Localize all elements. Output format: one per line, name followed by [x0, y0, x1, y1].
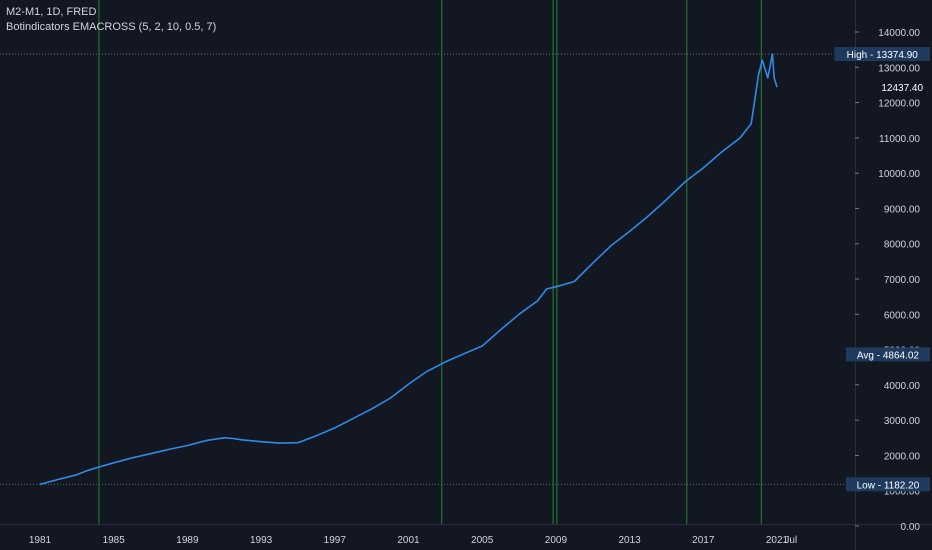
x-tick-label: 1993: [250, 535, 273, 546]
y-tick-label: 0.00: [901, 522, 921, 533]
y-tick-label: 4000.00: [884, 381, 921, 392]
x-tick-label: 2001: [397, 535, 420, 546]
y-tick-label: 3000.00: [884, 416, 921, 427]
x-tick-label: 1981: [29, 535, 52, 546]
y-tick-label: 11000.00: [879, 134, 920, 145]
low-price-label-text: Low - 1182.20: [857, 480, 920, 491]
y-tick-label: 12000.00: [878, 99, 920, 110]
x-tick-label: 2005: [471, 535, 494, 546]
x-tick-label: 1985: [103, 535, 126, 546]
y-tick-label: 9000.00: [884, 204, 921, 215]
avg-price-label: Avg - 4864.02: [846, 347, 930, 361]
y-tick-label: 2000.00: [884, 451, 921, 462]
x-tick-label: Jul: [784, 535, 797, 546]
y-tick-label: 13000.00: [878, 63, 920, 74]
legend: M2-M1, 1D, FRED Botindicators EMACROSS (…: [6, 5, 216, 35]
x-tick-label: 2017: [692, 535, 715, 546]
y-tick-label: 8000.00: [884, 240, 921, 251]
y-tick-label: 7000.00: [884, 275, 921, 286]
high-price-label-text: High - 13374.90: [847, 50, 919, 61]
avg-price-label-text: Avg - 4864.02: [857, 350, 920, 361]
y-tick-label: 14000.00: [878, 28, 920, 39]
high-price-label: High - 13374.90: [835, 47, 931, 61]
x-tick-label: 2009: [545, 535, 568, 546]
y-tick-label: 10000.00: [878, 169, 920, 180]
low-price-label: Low - 1182.20: [846, 477, 930, 491]
last-price-label-text: 12437.40: [881, 83, 923, 94]
symbol-title[interactable]: M2-M1, 1D, FRED: [6, 5, 216, 20]
last-price-label: 12437.40: [874, 80, 930, 94]
x-tick-label: 2013: [618, 535, 641, 546]
x-tick-label: 1989: [176, 535, 199, 546]
indicator-title[interactable]: Botindicators EMACROSS (5, 2, 10, 0.5, 7…: [6, 20, 216, 35]
x-tick-label: 1997: [324, 535, 347, 546]
y-tick-label: 6000.00: [884, 310, 921, 321]
